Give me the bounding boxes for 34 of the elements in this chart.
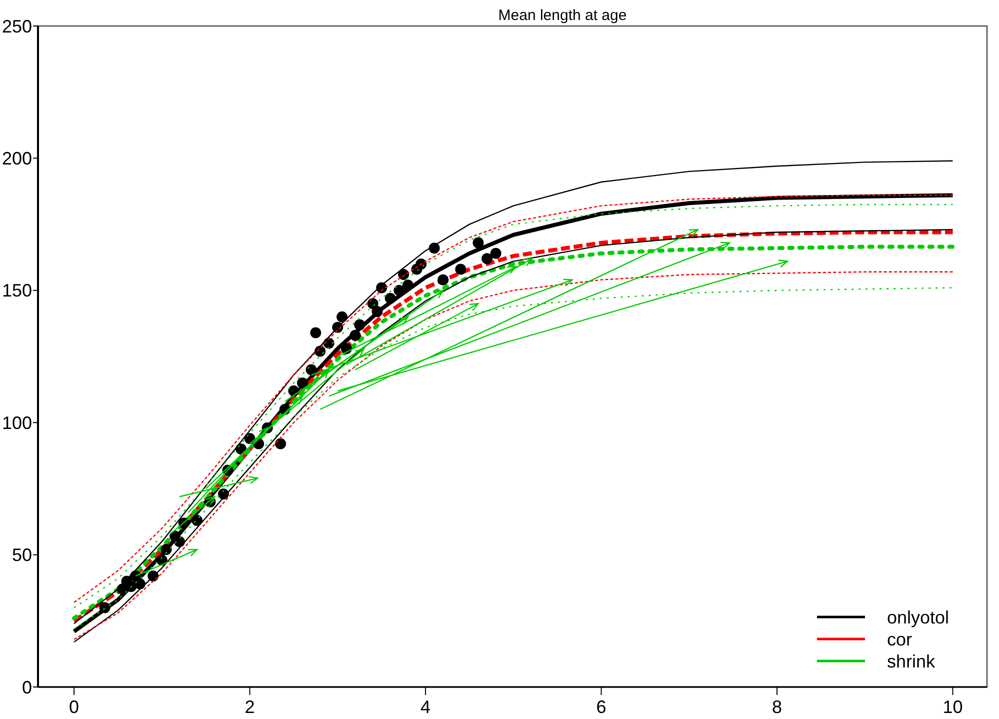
point bbox=[99, 602, 110, 614]
point bbox=[455, 264, 466, 275]
point bbox=[384, 292, 396, 304]
x-tick-label: 0 bbox=[69, 697, 80, 717]
point bbox=[310, 327, 322, 338]
x-tick-label: 2 bbox=[244, 697, 255, 717]
y-tick-label: 200 bbox=[2, 148, 32, 168]
point bbox=[394, 284, 405, 296]
point bbox=[354, 319, 366, 330]
x-tick-label: 8 bbox=[772, 697, 782, 717]
legend-label: shrink bbox=[887, 651, 936, 672]
point bbox=[438, 274, 449, 286]
y-tick-label: 150 bbox=[2, 280, 32, 301]
point bbox=[160, 544, 172, 556]
y-tick-label: 100 bbox=[2, 412, 32, 433]
point bbox=[336, 311, 348, 322]
y-tick-label: 0 bbox=[22, 677, 32, 698]
y-tick-label: 50 bbox=[12, 545, 32, 566]
chart-title: Mean length at age bbox=[498, 7, 627, 24]
point bbox=[402, 280, 414, 291]
y-tick-label: 250 bbox=[2, 16, 32, 36]
point bbox=[306, 364, 317, 376]
legend-label: cor bbox=[887, 629, 912, 650]
x-tick-label: 4 bbox=[420, 697, 431, 717]
point bbox=[350, 330, 361, 341]
point bbox=[482, 253, 493, 264]
point bbox=[275, 438, 286, 450]
point bbox=[296, 377, 308, 388]
legend-label: onlyotol bbox=[887, 607, 950, 628]
x-tick-label: 10 bbox=[942, 697, 963, 717]
point bbox=[372, 306, 383, 318]
point bbox=[472, 237, 484, 248]
point bbox=[490, 248, 502, 259]
x-tick-label: 6 bbox=[596, 697, 606, 717]
